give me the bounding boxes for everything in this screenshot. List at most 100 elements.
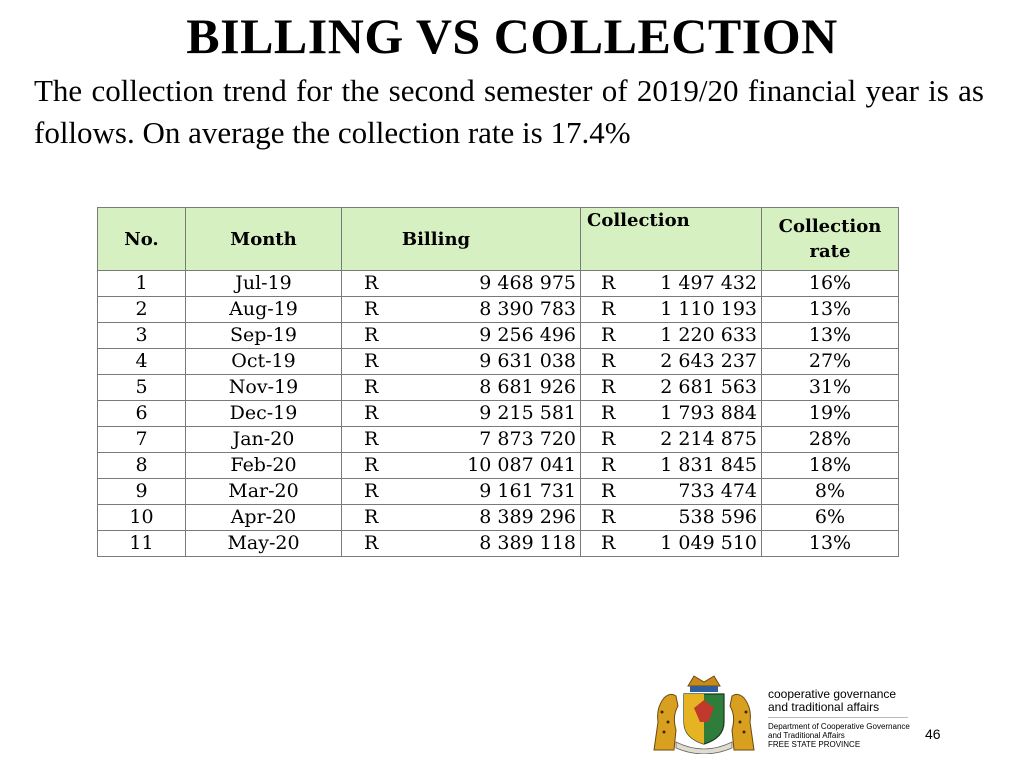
cell-rate: 31% — [761, 374, 899, 401]
collection-currency: R — [601, 376, 616, 398]
cell-month: Jan-20 — [185, 426, 342, 453]
collection-amount: 538 596 — [678, 506, 757, 528]
collection-amount: 1 049 510 — [660, 532, 757, 554]
cell-collection: R 2 643 237 — [580, 348, 762, 375]
cell-month: Jul-19 — [185, 270, 342, 297]
header-rate-line1: Collection — [778, 216, 882, 237]
page-number: 46 — [925, 726, 941, 742]
intro-paragraph: The collection trend for the second seme… — [34, 73, 984, 150]
cell-collection: R 538 596 — [580, 504, 762, 531]
header-month: Month — [185, 207, 342, 271]
table-row: 7 Jan-20 R 7 873 720 R 2 214 875 28% — [97, 426, 899, 453]
table-row: 8 Feb-20 R 10 087 041 R 1 831 845 18% — [97, 452, 899, 479]
cell-collection: R 1 831 845 — [580, 452, 762, 479]
cell-rate: 19% — [761, 400, 899, 427]
collection-amount: 1 220 633 — [660, 324, 757, 346]
organization-block: cooperative governance and traditional a… — [768, 688, 938, 749]
cell-collection: R 1 497 432 — [580, 270, 762, 297]
billing-currency: R — [364, 532, 379, 554]
header-rate-line2: rate — [809, 241, 851, 262]
collection-currency: R — [601, 480, 616, 502]
billing-amount: 8 389 296 — [479, 506, 576, 528]
cell-rate: 18% — [761, 452, 899, 479]
billing-amount: 9 256 496 — [479, 324, 576, 346]
dept-line2: and Traditional Affairs — [768, 731, 845, 740]
billing-amount: 9 161 731 — [479, 480, 576, 502]
cell-billing: R 9 215 581 — [341, 400, 581, 427]
page-title: BILLING VS COLLECTION — [186, 8, 838, 64]
collection-currency: R — [601, 428, 616, 450]
cell-no: 3 — [97, 322, 186, 349]
cell-month: Mar-20 — [185, 478, 342, 505]
cell-no: 4 — [97, 348, 186, 375]
cell-rate: 27% — [761, 348, 899, 375]
cell-collection: R 1 793 884 — [580, 400, 762, 427]
cell-month: Feb-20 — [185, 452, 342, 479]
collection-currency: R — [601, 506, 616, 528]
collection-amount: 1 497 432 — [660, 272, 757, 294]
cell-no: 5 — [97, 374, 186, 401]
cell-rate: 13% — [761, 530, 899, 557]
collection-amount: 733 474 — [678, 480, 757, 502]
table-row: 3 Sep-19 R 9 256 496 R 1 220 633 13% — [97, 322, 899, 349]
billing-currency: R — [364, 376, 379, 398]
cell-month: Dec-19 — [185, 400, 342, 427]
cell-month: Sep-19 — [185, 322, 342, 349]
table-row: 10 Apr-20 R 8 389 296 R 538 596 6% — [97, 504, 899, 531]
cell-rate: 13% — [761, 322, 899, 349]
billing-amount: 9 468 975 — [479, 272, 576, 294]
header-collection-rate: Collection rate — [761, 207, 899, 271]
cell-collection: R 2 214 875 — [580, 426, 762, 453]
table-row: 5 Nov-19 R 8 681 926 R 2 681 563 31% — [97, 374, 899, 401]
cell-billing: R 7 873 720 — [341, 426, 581, 453]
billing-amount: 9 215 581 — [479, 402, 576, 424]
cell-month: Nov-19 — [185, 374, 342, 401]
collection-currency: R — [601, 402, 616, 424]
dept-line3: FREE STATE PROVINCE — [768, 740, 861, 749]
table-row: 4 Oct-19 R 9 631 038 R 2 643 237 27% — [97, 348, 899, 375]
cell-billing: R 9 256 496 — [341, 322, 581, 349]
org-line2: and traditional affairs — [768, 700, 880, 714]
collection-currency: R — [601, 454, 616, 476]
collection-currency: R — [601, 532, 616, 554]
billing-amount: 8 389 118 — [479, 532, 576, 554]
table-row: 2 Aug-19 R 8 390 783 R 1 110 193 13% — [97, 296, 899, 323]
billing-amount: 7 873 720 — [479, 428, 576, 450]
cell-no: 7 — [97, 426, 186, 453]
collection-amount: 1 831 845 — [660, 454, 757, 476]
cell-no: 9 — [97, 478, 186, 505]
cell-billing: R 8 389 296 — [341, 504, 581, 531]
table-row: 1 Jul-19 R 9 468 975 R 1 497 432 16% — [97, 270, 899, 297]
billing-amount: 8 390 783 — [479, 298, 576, 320]
table-row: 9 Mar-20 R 9 161 731 R 733 474 8% — [97, 478, 899, 505]
billing-currency: R — [364, 480, 379, 502]
cell-collection: R 1 220 633 — [580, 322, 762, 349]
cell-rate: 28% — [761, 426, 899, 453]
billing-amount: 9 631 038 — [479, 350, 576, 372]
header-no: No. — [97, 207, 186, 271]
collection-amount: 1 793 884 — [660, 402, 757, 424]
billing-amount: 10 087 041 — [467, 454, 576, 476]
org-line1: cooperative governance — [768, 687, 897, 701]
billing-currency: R — [364, 272, 379, 294]
cell-month: Apr-20 — [185, 504, 342, 531]
table-row: 6 Dec-19 R 9 215 581 R 1 793 884 19% — [97, 400, 899, 427]
cell-month: May-20 — [185, 530, 342, 557]
billing-collection-table: No. Month Billing Collection Collection … — [97, 207, 899, 557]
cell-rate: 8% — [761, 478, 899, 505]
table-header-row: No. Month Billing Collection Collection … — [97, 207, 899, 271]
cell-no: 6 — [97, 400, 186, 427]
cell-month: Oct-19 — [185, 348, 342, 375]
collection-currency: R — [601, 272, 616, 294]
cell-no: 8 — [97, 452, 186, 479]
cell-no: 2 — [97, 296, 186, 323]
collection-amount: 1 110 193 — [660, 298, 757, 320]
org-divider — [768, 717, 908, 718]
cell-billing: R 9 161 731 — [341, 478, 581, 505]
billing-amount: 8 681 926 — [479, 376, 576, 398]
cell-no: 1 — [97, 270, 186, 297]
cell-billing: R 8 681 926 — [341, 374, 581, 401]
cell-collection: R 1 110 193 — [580, 296, 762, 323]
billing-currency: R — [364, 350, 379, 372]
cell-billing: R 8 389 118 — [341, 530, 581, 557]
